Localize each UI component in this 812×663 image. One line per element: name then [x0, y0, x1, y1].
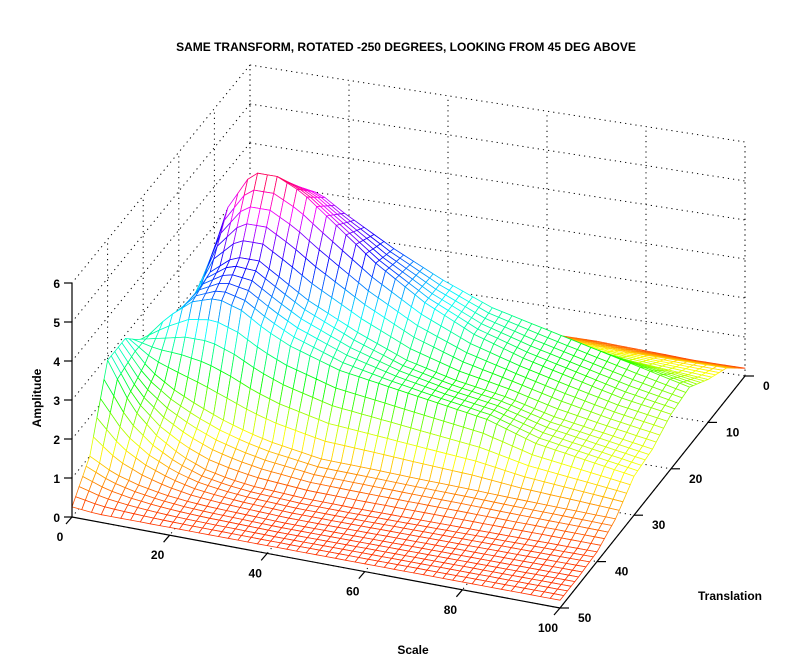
x-tick [65, 516, 73, 525]
y-tick-label: 50 [578, 611, 592, 625]
grid-line [249, 64, 746, 143]
z-tick-label: 5 [53, 316, 60, 330]
x-tick [455, 589, 463, 598]
x-tick-label: 20 [151, 548, 165, 562]
z-tick-label: 1 [53, 472, 60, 486]
x-tick-label: 0 [57, 530, 64, 544]
chart-title: SAME TRANSFORM, ROTATED -250 DEGREES, LO… [176, 40, 636, 54]
z-tick-label: 4 [53, 355, 60, 369]
y-tick-label: 0 [763, 379, 770, 393]
x-tick-label: 60 [346, 585, 360, 599]
x-axis-label: Scale [397, 643, 429, 657]
grid-line [71, 103, 251, 323]
grid-line [249, 142, 746, 221]
grid-line [249, 181, 746, 260]
y-tick-label: 40 [615, 565, 629, 579]
x-tick [163, 534, 171, 543]
z-axis-label: Amplitude [30, 368, 44, 427]
y-axis-label: Translation [698, 589, 762, 603]
x-tick [260, 553, 268, 561]
surface-mesh [71, 172, 746, 601]
y-tick-label: 10 [726, 425, 740, 439]
z-tick-label: 6 [53, 277, 60, 291]
z-tick-label: 0 [53, 511, 60, 525]
x-tick [553, 607, 561, 616]
grid-line [71, 142, 251, 362]
x-tick-label: 80 [444, 603, 458, 617]
grid-line [71, 181, 251, 401]
x-tick [358, 571, 366, 579]
grid-line [71, 64, 251, 284]
z-tick-label: 3 [53, 394, 60, 408]
z-tick-label: 2 [53, 433, 60, 447]
y-tick-label: 30 [652, 518, 666, 532]
y-tick-label: 20 [689, 472, 703, 486]
grid-line [249, 103, 746, 182]
x-tick-label: 100 [538, 621, 558, 635]
x-tick-label: 40 [249, 566, 263, 580]
